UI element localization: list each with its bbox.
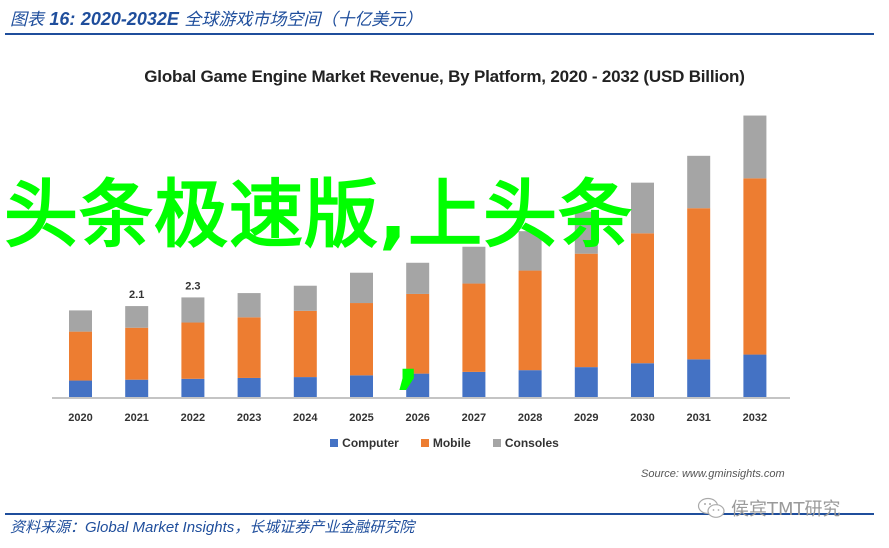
bar-consoles-2031: [687, 155, 711, 209]
bar-computer-2031: [687, 359, 711, 397]
bar-mobile-2021: [125, 327, 149, 380]
figure-title-cn: 全球游戏市场空间（十亿美元）: [184, 10, 423, 30]
legend-item-consoles: Consoles: [492, 436, 559, 450]
legend-swatch-consoles: [492, 439, 501, 447]
footer-source: 资料来源：Global Market Insights，长城证券产业金融研究院: [10, 516, 414, 537]
bar-computer-2024: [293, 377, 317, 397]
x-tick-label: 2021: [124, 412, 148, 424]
x-tick-label: 2032: [743, 412, 767, 424]
x-tick-label: 2025: [349, 412, 373, 424]
footer-source-cn: ，长城证券产业金融研究院: [234, 518, 415, 536]
x-tick-label: 2026: [405, 412, 429, 424]
x-tick-label: 2022: [181, 412, 205, 424]
x-tick-label: 2023: [237, 412, 261, 424]
bar-consoles-2024: [293, 285, 317, 311]
bar-computer-2023: [237, 377, 261, 397]
x-tick-label: 2030: [630, 412, 654, 424]
wechat-icon: [697, 497, 725, 518]
legend-label-computer: Computer: [342, 436, 399, 450]
chart-legend: Computer Mobile Consoles: [0, 436, 889, 450]
bar-computer-2032: [743, 354, 767, 397]
bars-group: [69, 115, 767, 397]
x-tick-label: 2020: [68, 412, 92, 424]
footer-divider: [5, 513, 874, 515]
legend-label-mobile: Mobile: [432, 436, 471, 450]
wechat-watermark: 侯宾TMT研究: [697, 495, 841, 521]
bar-computer-2027: [462, 371, 486, 397]
x-tick-label: 2031: [686, 412, 710, 424]
figure-title: 图表 16: 2020-2032E 全球游戏市场空间（十亿美元）: [10, 5, 422, 30]
bar-mobile-2031: [687, 208, 711, 360]
bar-consoles-2027: [462, 246, 486, 284]
figure-range: 2020-2032E: [80, 9, 179, 29]
bar-computer-2020: [69, 380, 92, 397]
bar-mobile-2027: [462, 283, 486, 372]
bar-mobile-2020: [69, 331, 92, 381]
bar-computer-2026: [406, 373, 430, 397]
legend-label-consoles: Consoles: [504, 436, 559, 450]
bar-consoles-2022: [181, 297, 205, 323]
figure-number: 16:: [49, 9, 76, 29]
x-tick-label: 2024: [293, 412, 318, 424]
legend-swatch-mobile: [420, 439, 429, 447]
bar-consoles-2030: [631, 182, 654, 234]
data-label-2021: 2.1: [129, 289, 144, 301]
chart-source-note: Source: www.gminsights.com: [641, 468, 785, 480]
bar-mobile-2023: [237, 317, 261, 378]
overlay-watermark-text: 头条极速版,上头条: [4, 172, 634, 258]
wechat-account-name: 侯宾TMT研究: [731, 499, 841, 520]
bar-mobile-2025: [350, 303, 373, 376]
bar-computer-2025: [350, 375, 373, 397]
bar-consoles-2021: [125, 306, 149, 328]
bar-computer-2029: [574, 367, 598, 397]
bar-mobile-2028: [518, 270, 542, 371]
bar-computer-2028: [518, 370, 542, 397]
bar-computer-2021: [125, 379, 149, 397]
bar-consoles-2032: [743, 115, 767, 179]
data-labels: 2.1 2.3: [129, 280, 200, 301]
bar-mobile-2029: [574, 253, 598, 368]
header-divider: [5, 33, 874, 35]
bar-mobile-2026: [406, 293, 430, 374]
bar-consoles-2026: [406, 262, 430, 294]
footer-source-en: Global Market Insights: [85, 519, 235, 536]
bar-computer-2022: [181, 378, 205, 397]
bar-mobile-2022: [181, 322, 205, 379]
bar-consoles-2029: [574, 211, 598, 254]
x-tick-label: 2027: [462, 412, 486, 424]
bar-mobile-2024: [293, 310, 317, 378]
chart-title: Global Game Engine Market Revenue, By Pl…: [144, 67, 745, 86]
figure-label: 图表: [10, 10, 44, 30]
legend-item-computer: Computer: [330, 436, 399, 450]
bar-consoles-2028: [518, 231, 542, 271]
x-tick-label: 2028: [518, 412, 542, 424]
bar-consoles-2020: [69, 310, 92, 332]
x-tick-label: 2029: [574, 412, 598, 424]
bar-consoles-2023: [237, 293, 261, 318]
x-tick-labels: 2020 2021 2022 2023 2024 2025 2026 2027 2028 2029…: [68, 412, 767, 424]
legend-swatch-computer: [330, 439, 339, 447]
bar-computer-2030: [631, 363, 654, 397]
overlay-watermark-comma: ,: [396, 323, 421, 397]
bar-consoles-2025: [350, 272, 373, 304]
legend-item-mobile: Mobile: [420, 436, 471, 450]
data-label-2022: 2.3: [185, 280, 200, 292]
bar-mobile-2032: [743, 178, 767, 355]
footer-label: 资料来源：: [10, 518, 86, 536]
bar-mobile-2030: [631, 233, 654, 364]
